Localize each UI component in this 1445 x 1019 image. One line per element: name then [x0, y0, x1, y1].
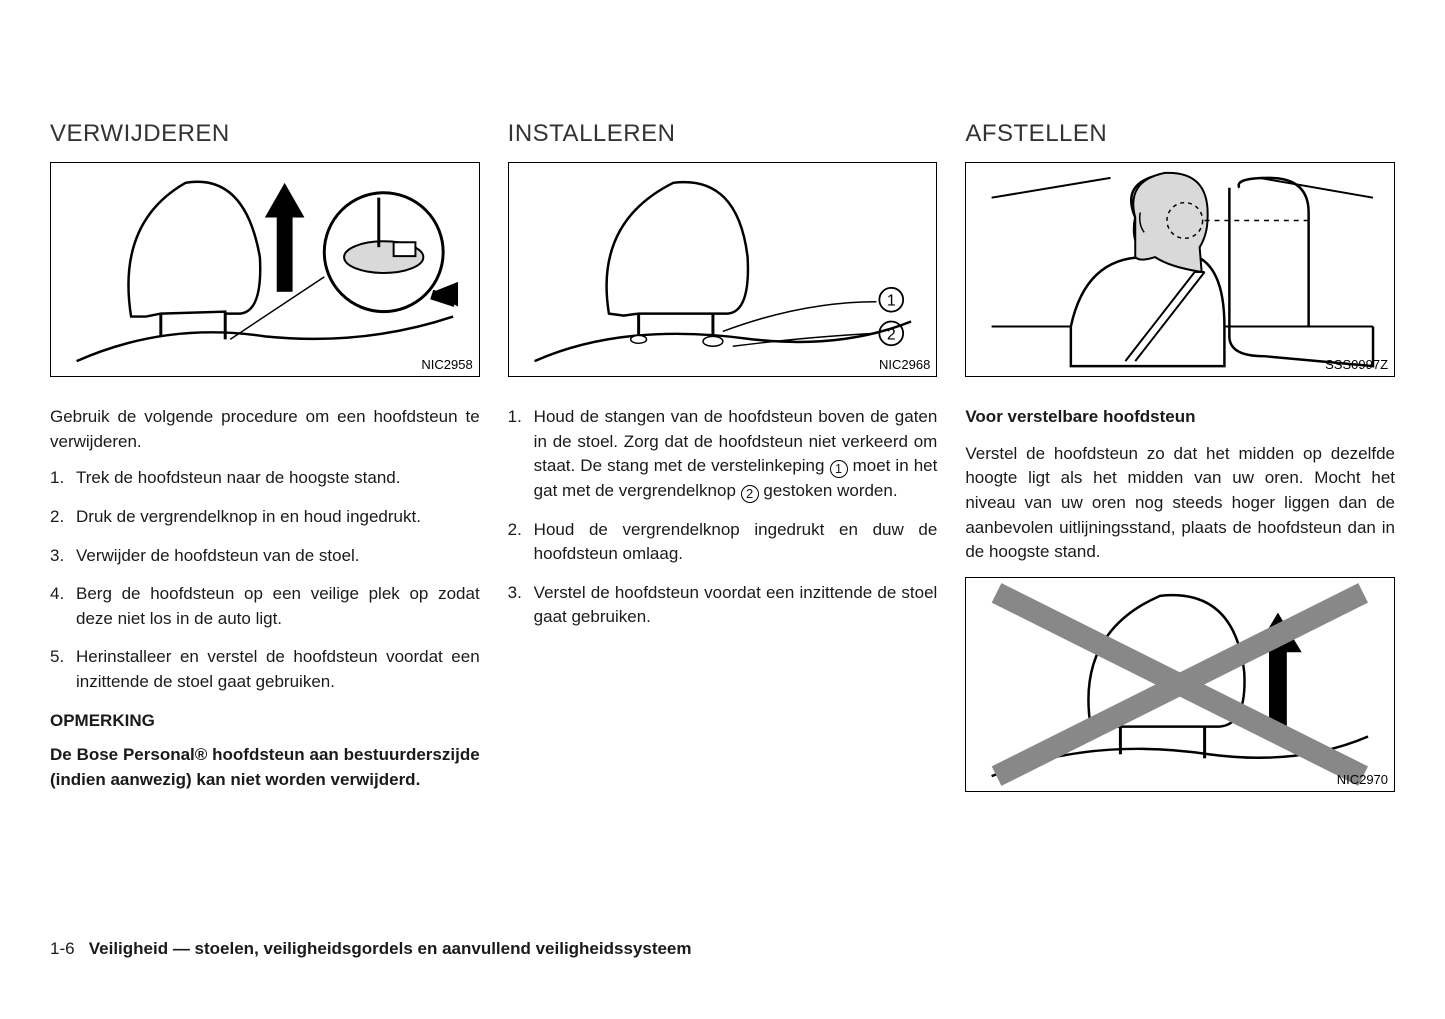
list-item: Verwijder de hoofdsteun van de stoel.	[50, 544, 480, 569]
figure-remove: NIC2958	[50, 162, 480, 377]
figure-adjust-wrong: NIC2970	[965, 577, 1395, 792]
list-item: Druk de vergrendelknop in en houd ingedr…	[50, 505, 480, 530]
figure-install: 1 2 NIC2968	[508, 162, 938, 377]
column-remove: VERWIJDEREN	[50, 120, 480, 805]
figure-code: NIC2970	[1337, 772, 1388, 787]
illustration-remove	[51, 163, 479, 376]
list-item: Berg de hoofdsteun op een veilige plek o…	[50, 582, 480, 631]
chapter-title: Veiligheid — stoelen, veiligheidsgordels…	[89, 939, 692, 958]
svg-text:1: 1	[887, 293, 896, 310]
heading-install: INSTALLEREN	[508, 120, 938, 148]
illustration-install: 1 2	[509, 163, 937, 376]
note-title: OPMERKING	[50, 709, 480, 734]
steps-remove: Trek de hoofdsteun naar de hoogste stand…	[50, 466, 480, 694]
figure-code: NIC2958	[421, 357, 472, 372]
list-item: Trek de hoofdsteun naar de hoogste stand…	[50, 466, 480, 491]
note-body: De Bose Personal® hoofdsteun aan bestuur…	[50, 743, 480, 792]
circled-1-icon: 1	[830, 460, 848, 478]
figure-adjust-person: SSS0997Z	[965, 162, 1395, 377]
list-item: Verstel de hoofdsteun voordat een inzitt…	[508, 581, 938, 630]
list-item: Houd de vergrendelknop ingedrukt en duw …	[508, 518, 938, 567]
svg-text:2: 2	[887, 326, 896, 343]
page-number: 1-6	[50, 939, 75, 958]
list-item: Houd de stangen van de hoofdsteun boven …	[508, 405, 938, 504]
figure-code: SSS0997Z	[1325, 357, 1388, 372]
column-install: INSTALLEREN 1 2 NIC2968	[508, 120, 938, 805]
circled-2-icon: 2	[741, 485, 759, 503]
figure-code: NIC2968	[879, 357, 930, 372]
page-footer: 1-6 Veiligheid — stoelen, veiligheidsgor…	[50, 939, 692, 959]
heading-adjust: AFSTELLEN	[965, 120, 1395, 148]
steps-install: Houd de stangen van de hoofdsteun boven …	[508, 405, 938, 630]
illustration-adjust-person	[966, 163, 1394, 376]
intro-text: Gebruik de volgende procedure om een hoo…	[50, 405, 480, 454]
heading-remove: VERWIJDEREN	[50, 120, 480, 148]
column-adjust: AFSTELLEN	[965, 120, 1395, 805]
subheading-adjustable: Voor verstelbare hoofdsteun	[965, 405, 1395, 430]
adjust-body: Verstel de hoofdsteun zo dat het midden …	[965, 442, 1395, 565]
step-text: gestoken worden.	[759, 481, 898, 500]
illustration-adjust-wrong	[966, 578, 1394, 791]
list-item: Herinstalleer en verstel de hoofdsteun v…	[50, 645, 480, 694]
